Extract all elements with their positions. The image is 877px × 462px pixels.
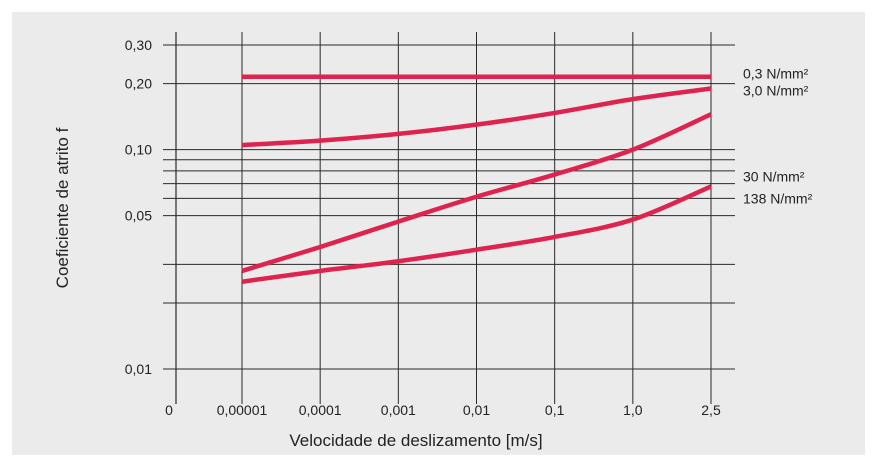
x-tick-label: 1,0 <box>623 402 643 418</box>
chart-card: 0,30 0,20 0,10 0,05 0,01 0 0,00001 0,0001 0,001… <box>12 12 865 455</box>
friction-chart: 0,30 0,20 0,10 0,05 0,01 0 0,00001 0,0001 0,001… <box>53 32 813 450</box>
x-tick-label: 0,0001 <box>299 402 342 418</box>
x-tick-labels: 0 0,00001 0,0001 0,001 0,01 0,1 1,0 2,5 <box>165 402 721 418</box>
x-tick-label: 0,1 <box>545 402 565 418</box>
y-axis-title: Coeficiente de atrito f <box>53 127 72 288</box>
y-tick-label: 0,01 <box>125 361 152 377</box>
x-tick-label: 0 <box>165 402 173 418</box>
y-tick-label: 0,10 <box>125 142 152 158</box>
series-line <box>241 184 712 284</box>
x-tick-label: 0,00001 <box>217 402 268 418</box>
series-line <box>241 112 712 274</box>
x-tick-label: 2,5 <box>701 402 721 418</box>
series-label: 0,3 N/mm² <box>743 66 809 82</box>
x-axis-title: Velocidade de deslizamento [m/s] <box>289 431 542 450</box>
grid <box>163 32 735 404</box>
y-tick-label: 0,30 <box>125 37 152 53</box>
series-label: 138 N/mm² <box>743 190 813 206</box>
series-label: 3,0 N/mm² <box>743 83 809 99</box>
x-tick-label: 0,01 <box>463 402 490 418</box>
y-tick-labels: 0,30 0,20 0,10 0,05 0,01 <box>125 37 152 377</box>
y-tick-label: 0,05 <box>125 208 152 224</box>
series-label: 30 N/mm² <box>743 168 805 184</box>
series-line <box>241 86 712 148</box>
series-lines <box>241 74 712 284</box>
x-tick-label: 0,001 <box>381 402 416 418</box>
y-tick-label: 0,20 <box>125 76 152 92</box>
